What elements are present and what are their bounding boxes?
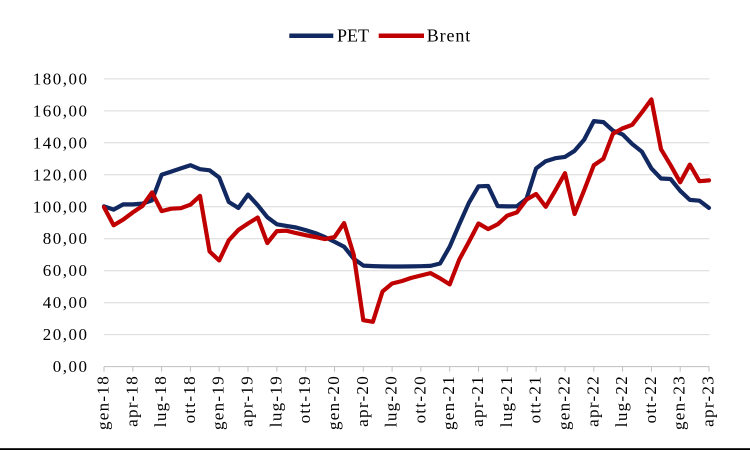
svg-text:lug-18: lug-18 [151, 375, 170, 427]
svg-text:apr-20: apr-20 [353, 375, 372, 427]
svg-text:lug-19: lug-19 [266, 375, 285, 427]
svg-text:apr-21: apr-21 [468, 375, 487, 427]
svg-text:lug-22: lug-22 [612, 375, 631, 427]
svg-text:ott-21: ott-21 [526, 375, 545, 423]
svg-text:140,00: 140,00 [33, 133, 89, 152]
svg-text:ott-19: ott-19 [295, 375, 314, 423]
svg-text:60,00: 60,00 [43, 261, 89, 280]
svg-text:apr-18: apr-18 [122, 375, 141, 427]
svg-text:ott-22: ott-22 [641, 375, 660, 423]
svg-text:100,00: 100,00 [33, 197, 89, 216]
svg-text:Brent: Brent [427, 26, 472, 46]
svg-text:lug-20: lug-20 [382, 375, 401, 427]
svg-text:0,00: 0,00 [53, 357, 89, 376]
svg-text:20,00: 20,00 [43, 325, 89, 344]
svg-text:apr-22: apr-22 [583, 375, 602, 427]
svg-text:gen-21: gen-21 [439, 375, 458, 430]
svg-text:PET: PET [337, 26, 369, 46]
svg-text:160,00: 160,00 [33, 101, 89, 120]
svg-text:ott-20: ott-20 [410, 375, 429, 423]
svg-text:40,00: 40,00 [43, 293, 89, 312]
svg-text:ott-18: ott-18 [180, 375, 199, 423]
svg-text:120,00: 120,00 [33, 165, 89, 184]
svg-text:80,00: 80,00 [43, 229, 89, 248]
svg-text:apr-23: apr-23 [699, 375, 718, 427]
svg-text:gen-20: gen-20 [324, 375, 343, 430]
svg-text:lug-21: lug-21 [497, 375, 516, 427]
svg-text:180,00: 180,00 [33, 69, 89, 88]
svg-text:apr-19: apr-19 [238, 375, 257, 427]
svg-text:gen-22: gen-22 [555, 375, 574, 430]
svg-text:gen-19: gen-19 [209, 375, 228, 430]
svg-text:gen-23: gen-23 [670, 375, 689, 430]
svg-text:gen-18: gen-18 [94, 375, 113, 430]
